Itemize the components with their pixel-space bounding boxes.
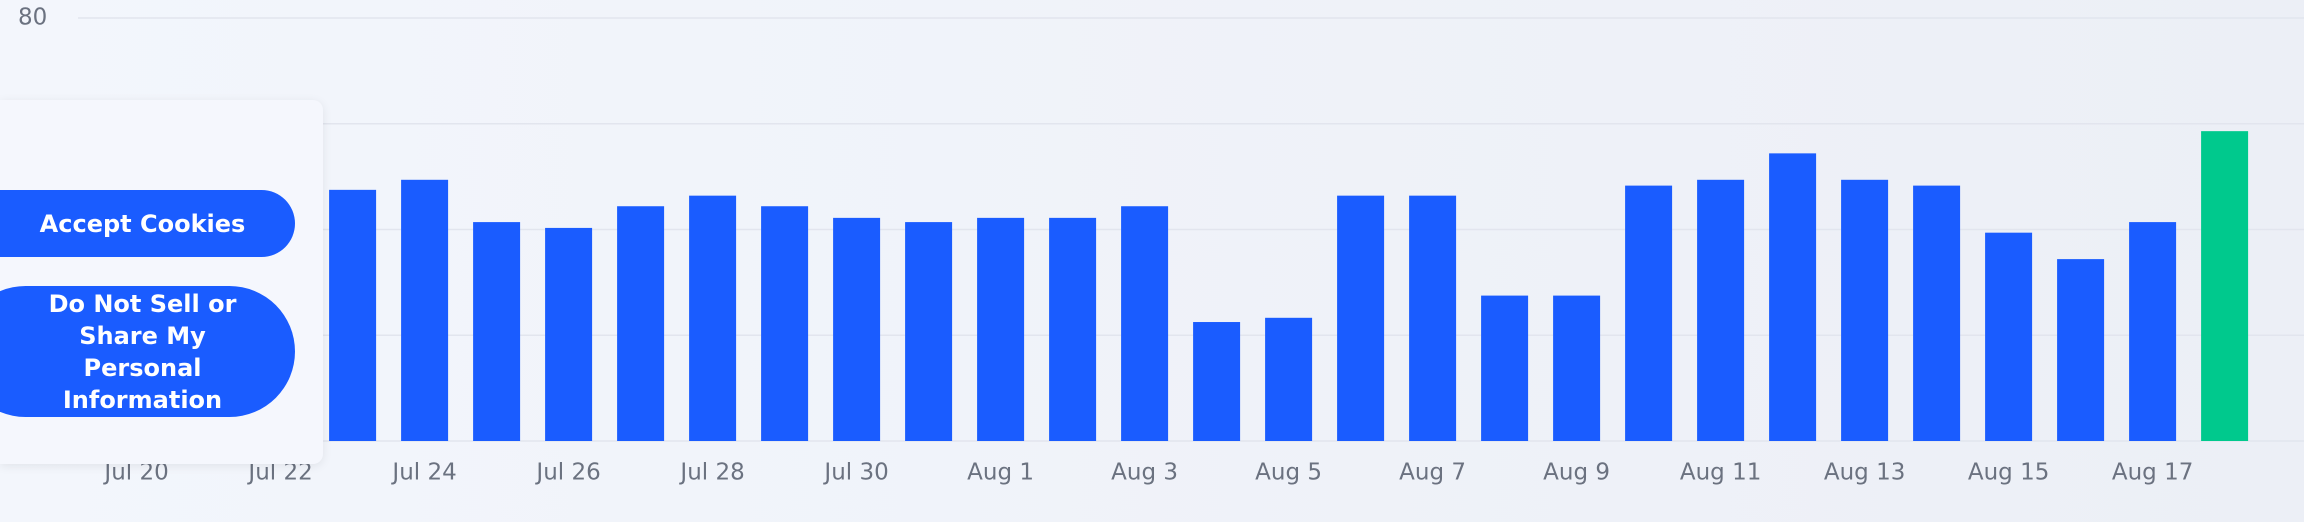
x-tick-label: Jul 24 (390, 460, 456, 486)
bar (1913, 185, 1961, 441)
x-tick-label: Jul 28 (678, 460, 744, 486)
bar (545, 227, 593, 441)
bar (1337, 195, 1385, 441)
x-tick-label: Aug 15 (1968, 460, 2050, 486)
bar (2201, 131, 2249, 441)
bar (1841, 179, 1889, 442)
do-not-sell-button[interactable]: Do Not Sell or Share My Personal Informa… (0, 286, 295, 417)
bar (329, 189, 377, 441)
bar (1769, 153, 1817, 442)
bar (761, 206, 809, 441)
bar (1553, 295, 1601, 441)
x-tick-label: Aug 9 (1543, 460, 1610, 486)
bar (1409, 195, 1457, 441)
bar (401, 179, 449, 442)
bar (689, 195, 737, 441)
bar (1265, 317, 1313, 441)
bar (1625, 185, 1673, 441)
accept-cookies-button[interactable]: Accept Cookies (0, 190, 295, 257)
bar (833, 217, 881, 441)
x-tick-label: Aug 5 (1255, 460, 1322, 486)
x-tick-label: Aug 7 (1399, 460, 1466, 486)
bar (977, 217, 1025, 441)
bar (2129, 222, 2177, 441)
bar (1697, 179, 1745, 442)
bar (1985, 232, 2033, 441)
bar (1481, 295, 1529, 441)
x-tick-label: Aug 1 (967, 460, 1034, 486)
x-tick-label: Aug 11 (1680, 460, 1762, 486)
x-tick-label: Jul 30 (822, 460, 888, 486)
x-tick-label: Aug 17 (2112, 460, 2194, 486)
bar (473, 222, 521, 441)
cookie-banner: Accept Cookies Do Not Sell or Share My P… (0, 100, 323, 464)
bar (1049, 217, 1097, 441)
x-tick-label: Jul 26 (534, 460, 600, 486)
y-tick-label: 80 (18, 5, 47, 31)
bar (905, 222, 953, 441)
bar (617, 206, 665, 441)
bar (1121, 206, 1169, 441)
x-tick-label: Aug 3 (1111, 460, 1178, 486)
bar (1193, 322, 1241, 441)
x-tick-label: Aug 13 (1824, 460, 1906, 486)
bar (2057, 259, 2105, 441)
